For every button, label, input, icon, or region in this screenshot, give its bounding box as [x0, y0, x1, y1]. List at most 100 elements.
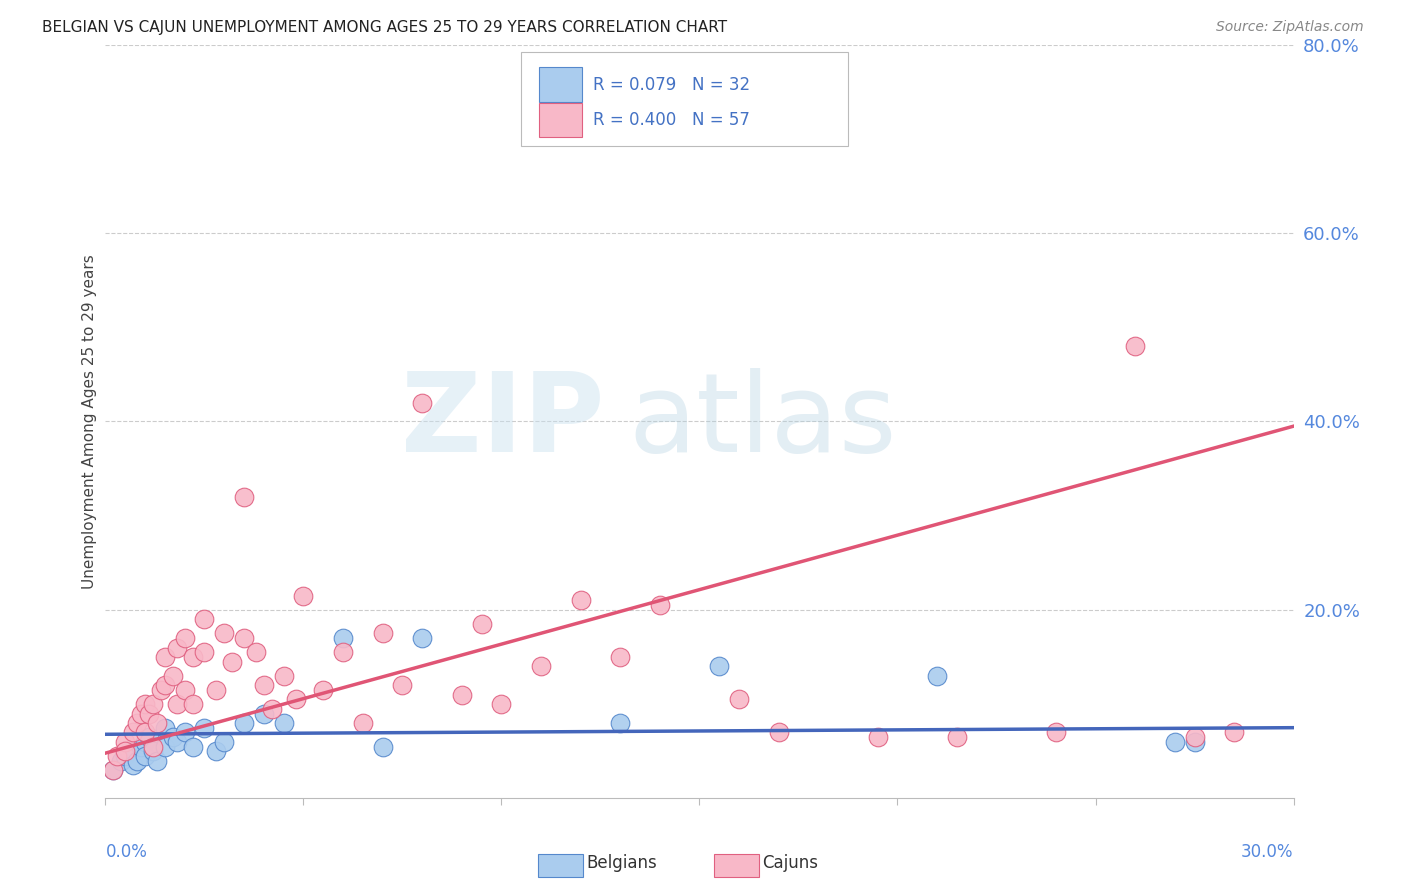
- Point: [648, 598, 671, 612]
- Point: [103, 763, 125, 777]
- Point: [471, 617, 494, 632]
- Point: [866, 730, 889, 744]
- Point: [221, 655, 243, 669]
- Point: [292, 589, 315, 603]
- Point: [122, 758, 145, 772]
- Point: [149, 683, 172, 698]
- Point: [491, 697, 513, 711]
- Point: [411, 395, 433, 409]
- Point: [214, 626, 236, 640]
- Point: [273, 715, 295, 730]
- Point: [1184, 730, 1206, 744]
- FancyBboxPatch shape: [522, 52, 848, 146]
- Point: [946, 730, 969, 744]
- Text: 30.0%: 30.0%: [1241, 843, 1294, 861]
- Point: [273, 669, 295, 683]
- Point: [166, 735, 188, 749]
- Text: Source: ZipAtlas.com: Source: ZipAtlas.com: [1216, 20, 1364, 34]
- Point: [233, 715, 256, 730]
- Point: [173, 725, 195, 739]
- Point: [411, 631, 433, 645]
- Text: atlas: atlas: [628, 368, 897, 475]
- Point: [450, 688, 472, 702]
- Point: [260, 702, 283, 716]
- Text: R = 0.079   N = 32: R = 0.079 N = 32: [592, 76, 749, 94]
- Point: [1184, 735, 1206, 749]
- Text: 0.0%: 0.0%: [105, 843, 148, 861]
- Point: [114, 735, 136, 749]
- Point: [142, 744, 165, 758]
- Point: [134, 697, 156, 711]
- Point: [110, 754, 132, 768]
- Point: [127, 715, 149, 730]
- Point: [146, 715, 169, 730]
- Point: [134, 735, 156, 749]
- Point: [166, 697, 188, 711]
- Point: [127, 754, 149, 768]
- Point: [138, 706, 160, 721]
- Point: [312, 683, 335, 698]
- Point: [233, 490, 256, 504]
- Point: [1164, 735, 1187, 749]
- Point: [181, 697, 204, 711]
- Point: [214, 735, 236, 749]
- Point: [105, 748, 128, 763]
- Point: [332, 645, 354, 659]
- Point: [138, 730, 160, 744]
- Point: [253, 706, 276, 721]
- Point: [728, 692, 751, 706]
- Point: [391, 678, 413, 692]
- Point: [153, 739, 176, 754]
- Text: R = 0.400   N = 57: R = 0.400 N = 57: [592, 111, 749, 129]
- Point: [1045, 725, 1067, 739]
- Point: [146, 754, 169, 768]
- Text: ZIP: ZIP: [401, 368, 605, 475]
- Text: Belgians: Belgians: [586, 855, 657, 872]
- Point: [173, 683, 195, 698]
- Point: [142, 739, 165, 754]
- Point: [205, 683, 228, 698]
- Point: [134, 725, 156, 739]
- Point: [114, 748, 136, 763]
- Point: [181, 739, 204, 754]
- Point: [1223, 725, 1246, 739]
- Point: [768, 725, 790, 739]
- Point: [162, 730, 184, 744]
- Point: [142, 697, 165, 711]
- FancyBboxPatch shape: [538, 67, 582, 102]
- Point: [609, 715, 631, 730]
- Point: [153, 650, 176, 665]
- Point: [193, 645, 215, 659]
- Point: [371, 626, 394, 640]
- Y-axis label: Unemployment Among Ages 25 to 29 years: Unemployment Among Ages 25 to 29 years: [82, 254, 97, 589]
- FancyBboxPatch shape: [538, 103, 582, 137]
- Point: [925, 669, 948, 683]
- Point: [371, 739, 394, 754]
- Point: [709, 659, 731, 673]
- Point: [193, 721, 215, 735]
- Point: [134, 748, 156, 763]
- Point: [1123, 339, 1146, 353]
- Text: Cajuns: Cajuns: [762, 855, 818, 872]
- Point: [181, 650, 204, 665]
- Point: [332, 631, 354, 645]
- Point: [245, 645, 267, 659]
- Point: [153, 678, 176, 692]
- Point: [233, 631, 256, 645]
- Point: [153, 721, 176, 735]
- Point: [162, 669, 184, 683]
- Point: [173, 631, 195, 645]
- Point: [530, 659, 553, 673]
- Point: [609, 650, 631, 665]
- Point: [166, 640, 188, 655]
- Point: [114, 744, 136, 758]
- Point: [193, 612, 215, 626]
- Text: BELGIAN VS CAJUN UNEMPLOYMENT AMONG AGES 25 TO 29 YEARS CORRELATION CHART: BELGIAN VS CAJUN UNEMPLOYMENT AMONG AGES…: [42, 20, 727, 35]
- Point: [122, 725, 145, 739]
- Point: [103, 763, 125, 777]
- Point: [129, 739, 152, 754]
- Point: [205, 744, 228, 758]
- Point: [569, 593, 592, 607]
- Point: [284, 692, 307, 706]
- Point: [253, 678, 276, 692]
